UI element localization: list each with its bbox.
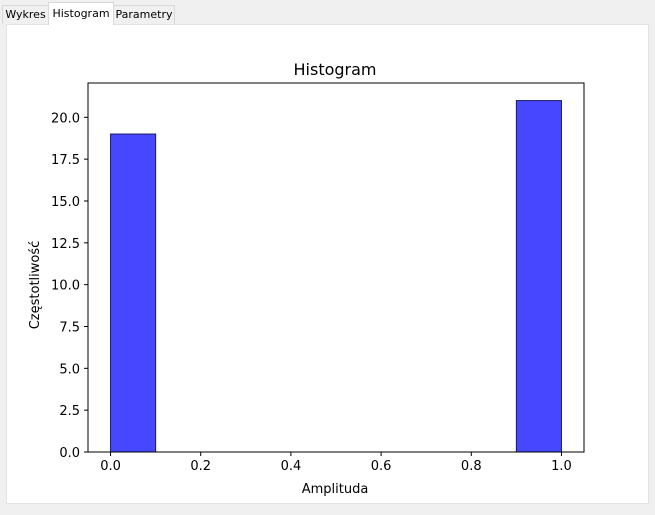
x-tick-label: 0.0: [100, 459, 121, 474]
histogram-chart: Histogram Częstotliwość Amplituda 0.0 0.2…: [28, 60, 585, 497]
y-tick-label: 17.5: [51, 153, 80, 168]
histogram-panel: Histogram Częstotliwość Amplituda 0.0 0.2…: [6, 24, 649, 504]
y-tick-label: 15.0: [51, 195, 80, 210]
chart-title: Histogram: [294, 60, 377, 79]
histogram-bar: [110, 133, 157, 453]
y-tick-label: 10.0: [51, 279, 80, 294]
x-tick-label: 0.8: [461, 459, 482, 474]
y-tick-label: 12.5: [51, 237, 80, 252]
tab-bar: Wykres Histogram Parametry: [0, 0, 655, 25]
x-tick-label: 0.2: [190, 459, 211, 474]
x-tick-label: 1.0: [551, 459, 572, 474]
bars-group: [110, 100, 562, 453]
y-tick-label: 20.0: [51, 111, 80, 126]
y-tick-label: 2.5: [59, 404, 80, 419]
x-tick-label: 0.6: [371, 459, 392, 474]
tab-parametry[interactable]: Parametry: [113, 5, 175, 24]
tab-wykres[interactable]: Wykres: [2, 5, 49, 24]
x-tick-label: 0.4: [281, 459, 302, 474]
histogram-bar: [515, 100, 562, 453]
tab-histogram[interactable]: Histogram: [48, 2, 114, 25]
y-tick-label: 0.0: [59, 446, 80, 461]
y-axis-label: Częstotliwość: [28, 241, 43, 330]
y-ticks: 0.0 2.5 5.0 7.5 10.0 12.5 15.0 17.5 20.0: [51, 111, 88, 461]
plot-frame: [87, 82, 585, 453]
x-axis-label: Amplituda: [302, 482, 369, 497]
y-tick-label: 5.0: [59, 362, 80, 377]
y-tick-label: 7.5: [59, 320, 80, 335]
x-ticks: 0.0 0.2 0.4 0.6 0.8 1.0: [100, 452, 572, 474]
